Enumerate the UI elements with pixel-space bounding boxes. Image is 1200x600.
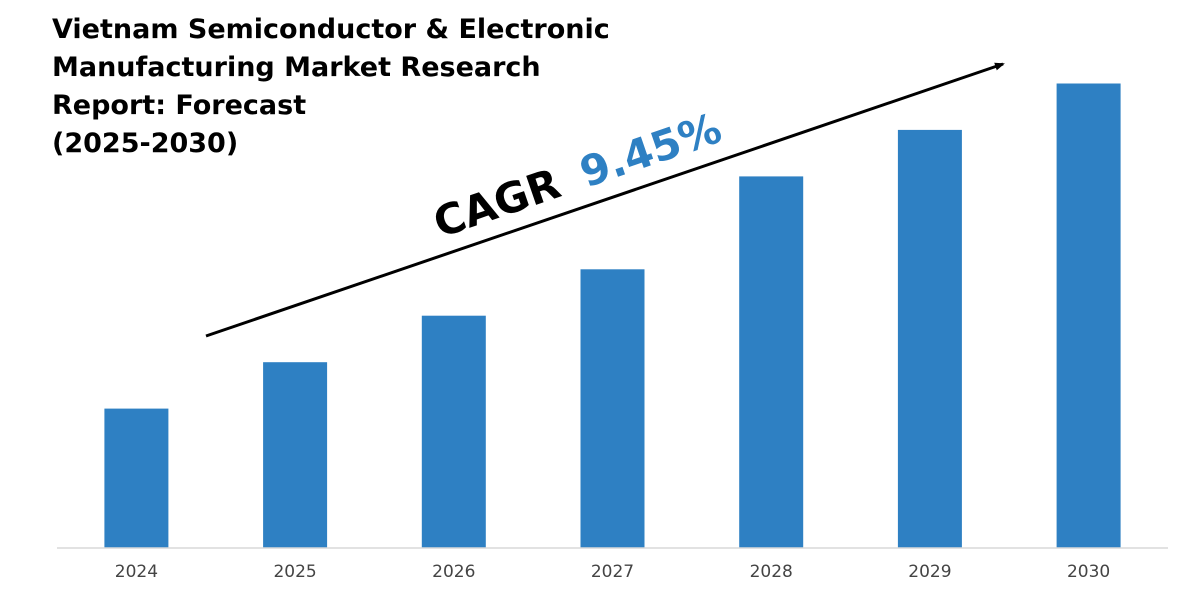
chart-title-line-2: Manufacturing Market Research — [52, 52, 541, 83]
bar-series — [104, 83, 1121, 548]
x-axis-tick-labels: 2024 2025 2026 2027 2028 2029 2030 — [115, 562, 1110, 582]
trend-arrow — [205, 62, 1005, 338]
x-tick-label-2025: 2025 — [273, 562, 316, 582]
x-tick-label-2027: 2027 — [591, 562, 634, 582]
chart-title-line-4: (2025-2030) — [52, 128, 238, 159]
cagr-label: CAGR — [427, 159, 566, 248]
bar-2027 — [580, 269, 645, 548]
svg-text:CAGR 9.45%: CAGR 9.45% — [427, 103, 727, 247]
x-tick-label-2024: 2024 — [115, 562, 158, 582]
chart-title-line-3: Report: Forecast — [52, 90, 306, 121]
bar-2030 — [1056, 83, 1121, 548]
chart-title: Vietnam Semiconductor & Electronic Manuf… — [52, 14, 610, 159]
cagr-annotation: CAGR 9.45% — [427, 103, 727, 247]
bar-2024 — [104, 408, 169, 548]
bar-2028 — [739, 176, 804, 548]
bar-2026 — [421, 315, 486, 548]
x-tick-label-2026: 2026 — [432, 562, 475, 582]
bar-2029 — [897, 129, 962, 548]
chart-title-line-1: Vietnam Semiconductor & Electronic — [52, 14, 610, 45]
bar-2025 — [263, 362, 328, 548]
x-tick-label-2029: 2029 — [908, 562, 951, 582]
x-tick-label-2028: 2028 — [750, 562, 793, 582]
x-tick-label-2030: 2030 — [1067, 562, 1110, 582]
